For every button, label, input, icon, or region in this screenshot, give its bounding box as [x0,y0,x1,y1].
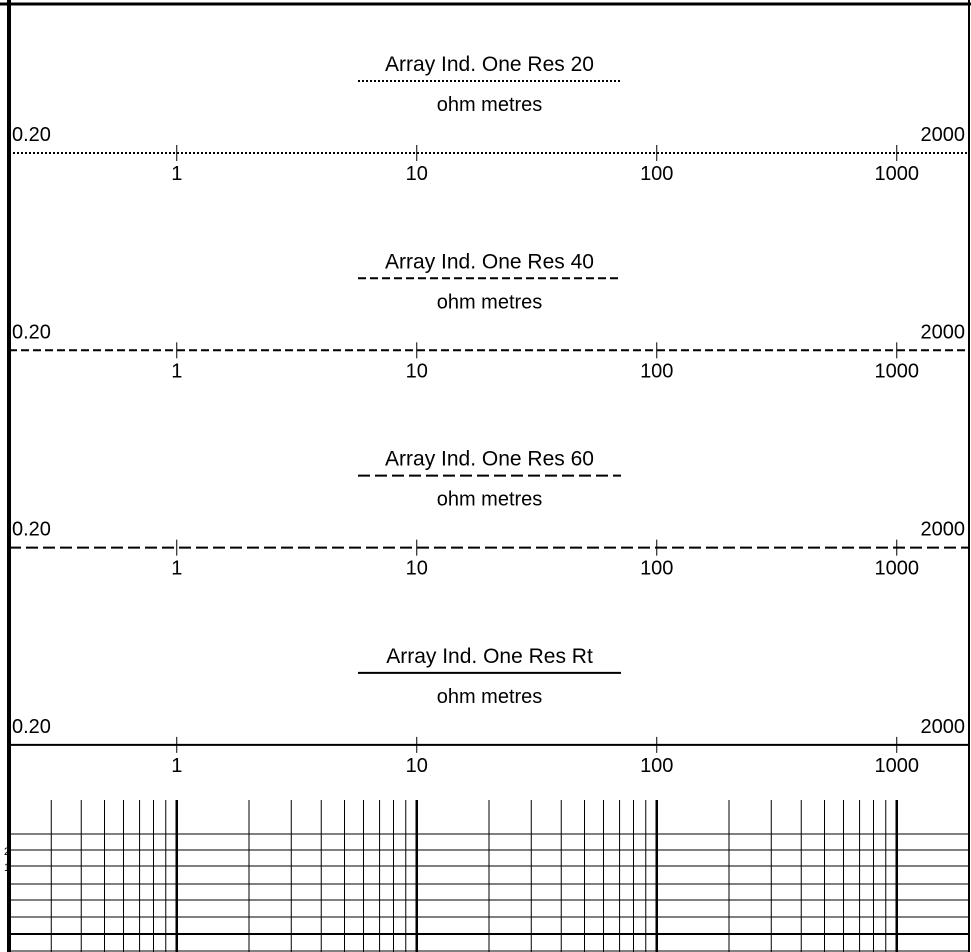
curve-name: Array Ind. One Res 40 [385,250,594,273]
scale-tick-label: 1000 [875,755,920,777]
curve-unit: ohm metres [437,489,543,511]
scale-tick-label: 1 [171,163,182,185]
curve-name: Array Ind. One Res Rt [386,645,593,668]
scale-tick-label: 1 [171,755,182,777]
scale-tick-label: 100 [640,755,673,777]
scale-tick-label: 1 [171,360,182,382]
scale-left-value: 0.20 [12,716,51,738]
scale-tick-label: 10 [406,163,428,185]
scale-tick-label: 10 [406,360,428,382]
grid-label: 1 [4,862,10,874]
scale-tick-label: 100 [640,558,673,580]
scale-tick-label: 10 [406,755,428,777]
scale-left-value: 0.20 [12,124,51,146]
scale-tick-label: 1000 [875,360,920,382]
scale-tick-label: 100 [640,360,673,382]
scale-right-value: 2000 [921,716,966,738]
grid-label: 2 [4,846,10,858]
scale-tick-label: 1000 [875,163,920,185]
scale-tick-label: 1 [171,558,182,580]
curve-name: Array Ind. One Res 20 [385,53,594,76]
curve-name: Array Ind. One Res 60 [385,448,594,471]
scale-tick-label: 10 [406,558,428,580]
curve-unit: ohm metres [437,94,543,116]
log-grid: 21 [4,800,969,952]
scale-left-value: 0.20 [12,519,51,541]
scale-tick-label: 1000 [875,558,920,580]
scale-left-value: 0.20 [12,321,51,343]
scale-tick-label: 100 [640,163,673,185]
scale-right-value: 2000 [921,124,966,146]
curve-unit: ohm metres [437,291,543,313]
scale-right-value: 2000 [921,519,966,541]
curve-unit: ohm metres [437,686,543,708]
scale-right-value: 2000 [921,321,966,343]
